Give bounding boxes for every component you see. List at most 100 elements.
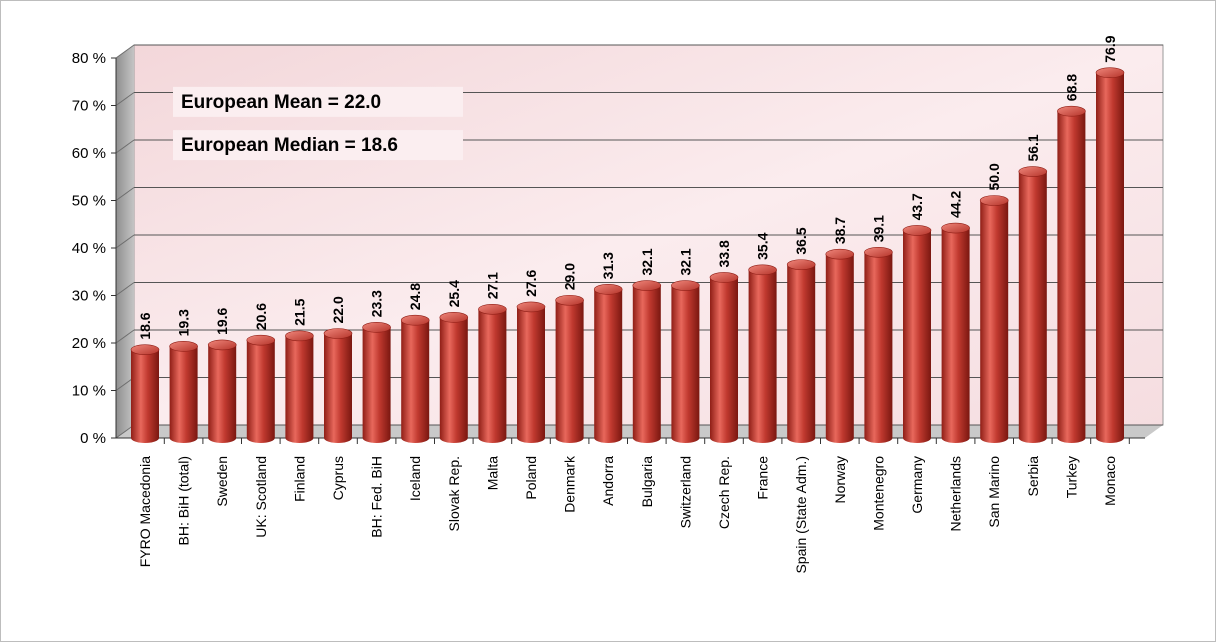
bar (1018, 171, 1047, 444)
bar-top (671, 280, 700, 291)
x-tick-label: Slovak Rep. (446, 456, 462, 531)
data-label: 36.5 (793, 227, 809, 254)
x-tick-label: Finland (291, 456, 307, 502)
bar-top (400, 314, 430, 326)
y-tick-label: 30 % (72, 288, 106, 305)
bar (246, 340, 275, 443)
data-label: 76.9 (1102, 35, 1118, 62)
data-label: 22.0 (330, 296, 346, 323)
x-tick-label: France (755, 456, 771, 500)
data-label: 29.0 (562, 263, 578, 290)
bar-top (323, 328, 353, 339)
bar-top (709, 272, 739, 283)
y-tick-label: 80 % (72, 50, 106, 67)
bar-top (169, 341, 198, 352)
bar-top (825, 248, 855, 260)
data-label: 27.1 (484, 272, 500, 299)
x-tick-label: Monaco (1102, 456, 1118, 506)
x-tick-label: UK: Scotland (253, 456, 269, 538)
bar-top (478, 303, 507, 315)
x-tick-label: Bulgaria (639, 456, 655, 508)
gridline-side (115, 92, 135, 106)
data-label: 27.6 (523, 269, 539, 296)
x-tick-label: San Marino (986, 456, 1002, 528)
data-label: 20.6 (253, 303, 269, 330)
x-tick-label: FYRO Macedonia (137, 456, 153, 567)
x-tick-label: Spain (State Adm.) (793, 456, 809, 574)
bar-top (941, 222, 970, 234)
y-tick-label: 50 % (72, 193, 106, 210)
x-tick-label: Poland (523, 456, 539, 500)
y-tick-label: 70 % (72, 98, 106, 115)
bar (1057, 111, 1086, 443)
bar (1096, 72, 1124, 443)
bar (594, 289, 623, 443)
bar-top (555, 294, 584, 306)
bar (671, 285, 700, 443)
x-tick-label: Serbia (1025, 456, 1041, 497)
bar-top (864, 246, 893, 258)
x-tick-label: Turkey (1063, 456, 1079, 498)
x-tick-label: Netherlands (948, 456, 964, 532)
x-tick-label: Germany (909, 456, 925, 514)
data-label: 24.8 (407, 283, 423, 310)
x-tick-label: Cyprus (330, 456, 346, 500)
bar (439, 317, 468, 443)
gridline-side (115, 234, 135, 249)
bar-top (439, 312, 469, 323)
gridline-side (115, 139, 135, 154)
data-label: 35.4 (755, 232, 771, 259)
bar-top (748, 264, 777, 276)
data-label: 31.3 (600, 252, 616, 279)
data-label: 33.8 (716, 240, 732, 267)
data-label: 19.3 (176, 309, 192, 336)
x-tick-label: Iceland (407, 456, 423, 501)
bar (632, 285, 661, 443)
annotation-background (173, 86, 463, 117)
bar (787, 264, 816, 443)
bar (710, 277, 738, 443)
bar-top (786, 259, 816, 270)
data-label: 32.1 (677, 248, 693, 275)
bar (555, 300, 584, 443)
y-tick-label: 40 % (72, 240, 106, 257)
bar-top (902, 225, 932, 236)
bar (169, 346, 198, 443)
bar-top (207, 339, 237, 351)
bar (517, 306, 545, 443)
bar-top (632, 280, 662, 291)
bar (285, 335, 314, 443)
european-median-annotation: European Median = 18.6 (181, 135, 398, 156)
bar-top (1018, 166, 1048, 177)
bar-top (285, 330, 314, 342)
bar (748, 269, 777, 443)
gridline-side (115, 282, 135, 296)
bar-top (1095, 67, 1125, 79)
bar (401, 320, 430, 443)
bar-top (130, 344, 160, 355)
x-tick-label: Denmark (562, 455, 578, 513)
bar-top (362, 322, 391, 333)
data-label: 25.4 (446, 280, 462, 307)
x-tick-label: Norway (832, 456, 848, 503)
gridline-side (115, 44, 135, 59)
data-label: 19.6 (214, 307, 230, 334)
annotation-background (173, 130, 463, 161)
x-tick-label: BH: BiH (total) (176, 456, 192, 545)
bar-top (1057, 105, 1086, 117)
bar (478, 309, 507, 443)
bar (362, 327, 391, 443)
gridline-side (115, 187, 135, 201)
bar-top (246, 334, 276, 346)
bar (324, 333, 352, 443)
x-tick-label: Montenegro (870, 456, 886, 531)
data-label: 18.6 (137, 312, 153, 339)
bar (941, 228, 970, 443)
x-tick-label: Sweden (214, 456, 230, 507)
data-label: 32.1 (639, 248, 655, 275)
y-tick-label: 0 % (80, 430, 106, 447)
bar (208, 344, 237, 443)
y-tick-label: 10 % (72, 383, 106, 400)
data-label: 38.7 (832, 217, 848, 244)
